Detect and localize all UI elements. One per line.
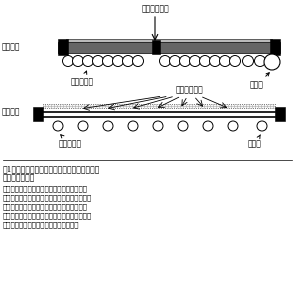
Bar bbox=[152, 40, 160, 54]
Bar bbox=[66, 39, 272, 43]
Text: （側面）: （側面） bbox=[2, 43, 20, 51]
Circle shape bbox=[199, 56, 211, 66]
Circle shape bbox=[189, 56, 201, 66]
Text: 蛍光ランプ: 蛍光ランプ bbox=[71, 71, 94, 86]
Text: 白熱灯: 白熱灯 bbox=[248, 135, 262, 148]
Text: け方法の概略。: け方法の概略。 bbox=[3, 174, 35, 182]
Text: の上部をアルミホイルで覆うため、反射材とし: の上部をアルミホイルで覆うため、反射材とし bbox=[3, 193, 92, 201]
Bar bbox=[58, 39, 68, 55]
Circle shape bbox=[83, 56, 94, 66]
Text: ての効果と蛍光ランプ温度の低下を抑制する: ての効果と蛍光ランプ温度の低下を抑制する bbox=[3, 202, 88, 210]
Circle shape bbox=[63, 56, 73, 66]
Circle shape bbox=[103, 121, 113, 131]
Circle shape bbox=[78, 121, 88, 131]
Text: 白熱灯: 白熱灯 bbox=[250, 73, 269, 89]
Text: 保温材としての効果がある。アルミホイルは、: 保温材としての効果がある。アルミホイルは、 bbox=[3, 211, 92, 219]
Text: アルミホイル: アルミホイル bbox=[141, 5, 169, 13]
Circle shape bbox=[203, 121, 213, 131]
Circle shape bbox=[102, 56, 114, 66]
Text: （正面）: （正面） bbox=[2, 108, 20, 116]
Circle shape bbox=[160, 56, 171, 66]
Circle shape bbox=[132, 56, 143, 66]
Circle shape bbox=[179, 56, 191, 66]
Circle shape bbox=[122, 56, 134, 66]
Circle shape bbox=[128, 121, 138, 131]
Circle shape bbox=[178, 121, 188, 131]
Bar bbox=[58, 42, 280, 53]
Text: 照明時に出る熱を上へ逃がす構造の照明装置: 照明時に出る熱を上へ逃がす構造の照明装置 bbox=[3, 184, 88, 192]
Circle shape bbox=[219, 56, 230, 66]
Circle shape bbox=[230, 56, 240, 66]
Bar bbox=[275, 107, 285, 121]
Bar bbox=[33, 107, 43, 121]
Text: 蛍光ランプ: 蛍光ランプ bbox=[58, 135, 81, 148]
Circle shape bbox=[242, 56, 253, 66]
Text: アルミニウム製の金網で固定してある。: アルミニウム製の金網で固定してある。 bbox=[3, 220, 79, 228]
Circle shape bbox=[255, 56, 266, 66]
Circle shape bbox=[170, 56, 181, 66]
Bar bbox=[270, 39, 280, 55]
Text: 図1．人工気象室内の照明装置への反射板取付: 図1．人工気象室内の照明装置への反射板取付 bbox=[3, 165, 100, 173]
Circle shape bbox=[257, 121, 267, 131]
Text: アルミホイル: アルミホイル bbox=[176, 86, 204, 94]
Circle shape bbox=[53, 121, 63, 131]
Circle shape bbox=[209, 56, 220, 66]
Circle shape bbox=[73, 56, 83, 66]
Bar bbox=[43, 104, 275, 108]
Circle shape bbox=[153, 121, 163, 131]
Circle shape bbox=[93, 56, 104, 66]
Circle shape bbox=[228, 121, 238, 131]
Circle shape bbox=[264, 54, 280, 70]
Circle shape bbox=[112, 56, 124, 66]
